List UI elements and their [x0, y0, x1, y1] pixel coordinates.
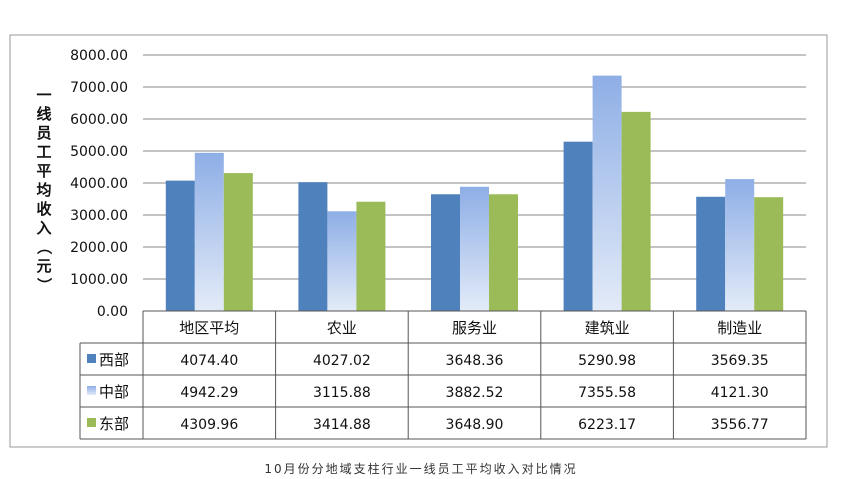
bar-中部-建筑业: [592, 75, 622, 312]
data-label: 3556.77: [711, 417, 769, 433]
y-axis-label-char: 收: [36, 200, 51, 218]
legend-key-西部: [87, 354, 96, 363]
category-label: 农业: [327, 319, 357, 337]
bar-西部-服务业: [431, 194, 460, 311]
data-label: 3115.88: [313, 385, 371, 401]
y-tick-label: 7000.00: [70, 80, 128, 96]
bar-东部-制造业: [754, 197, 784, 311]
category-label: 制造业: [717, 319, 762, 337]
legend-key-东部: [87, 418, 96, 427]
bars: [165, 75, 784, 312]
chart-caption: 10月份分地域支柱行业一线员工平均收入对比情况: [264, 461, 577, 476]
data-label: 4309.96: [180, 417, 238, 433]
bar-东部-服务业: [489, 194, 518, 311]
y-tick-label: 3000.00: [70, 208, 128, 224]
y-axis-label-char: 元: [36, 257, 51, 275]
data-label: 3414.88: [313, 417, 371, 433]
y-tick-label: 2000.00: [70, 240, 128, 256]
series-label: 西部: [99, 351, 129, 369]
category-label: 建筑业: [585, 319, 630, 337]
data-label: 3569.35: [711, 353, 769, 369]
data-label: 4121.30: [711, 385, 769, 401]
data-label: 4074.40: [180, 353, 238, 369]
y-axis-label-char: 工: [36, 143, 51, 161]
chart-frame: [9, 34, 828, 448]
y-tick-label: 5000.00: [70, 144, 128, 160]
y-axis-label-char: 员: [36, 124, 51, 142]
bar-西部-农业: [298, 182, 328, 311]
bar-东部-农业: [356, 201, 386, 311]
y-axis-label-char: 一: [36, 86, 51, 104]
category-label: 地区平均: [179, 319, 239, 337]
y-axis-label: 一线员工平均收入 （ 元 ）: [35, 86, 53, 293]
y-tick-label: 1000.00: [70, 272, 128, 288]
bar-中部-制造业: [725, 179, 755, 311]
y-tick-label: 8000.00: [70, 48, 128, 64]
data-label: 3648.36: [446, 353, 504, 369]
y-tick-label: 4000.00: [70, 176, 128, 192]
bar-东部-建筑业: [621, 111, 651, 312]
y-axis-ticks: 8000.00 7000.00 6000.00 5000.00 4000.00 3000.…: [70, 48, 128, 320]
y-axis-label-char: 均: [36, 181, 51, 199]
data-label: 3648.90: [446, 417, 504, 433]
data-label: 3882.52: [446, 385, 504, 401]
data-label: 4027.02: [313, 353, 371, 369]
bar-西部-地区平均: [165, 180, 195, 311]
data-label: 6223.17: [578, 417, 636, 433]
bar-中部-农业: [327, 211, 357, 311]
y-axis-label-char: ）: [35, 277, 53, 292]
y-tick-label: 6000.00: [70, 112, 128, 128]
bar-东部-地区平均: [223, 173, 253, 311]
bar-西部-建筑业: [563, 141, 593, 311]
series-label: 东部: [99, 415, 129, 433]
bar-中部-地区平均: [194, 152, 224, 311]
bar-西部-制造业: [696, 196, 726, 311]
y-axis-label-char: 平: [36, 162, 51, 180]
data-label: 7355.58: [578, 385, 636, 401]
bar-中部-服务业: [460, 186, 489, 311]
data-label: 4942.29: [180, 385, 238, 401]
y-axis-label-char: 线: [36, 105, 51, 123]
legend-key-中部: [87, 386, 96, 395]
series-label: 中部: [99, 383, 129, 401]
y-tick-label: 0.00: [97, 304, 128, 320]
data-label: 5290.98: [578, 353, 636, 369]
y-axis-label-char: 入: [36, 219, 51, 237]
category-label: 服务业: [452, 319, 497, 337]
y-axis-label-char: （: [35, 239, 53, 254]
